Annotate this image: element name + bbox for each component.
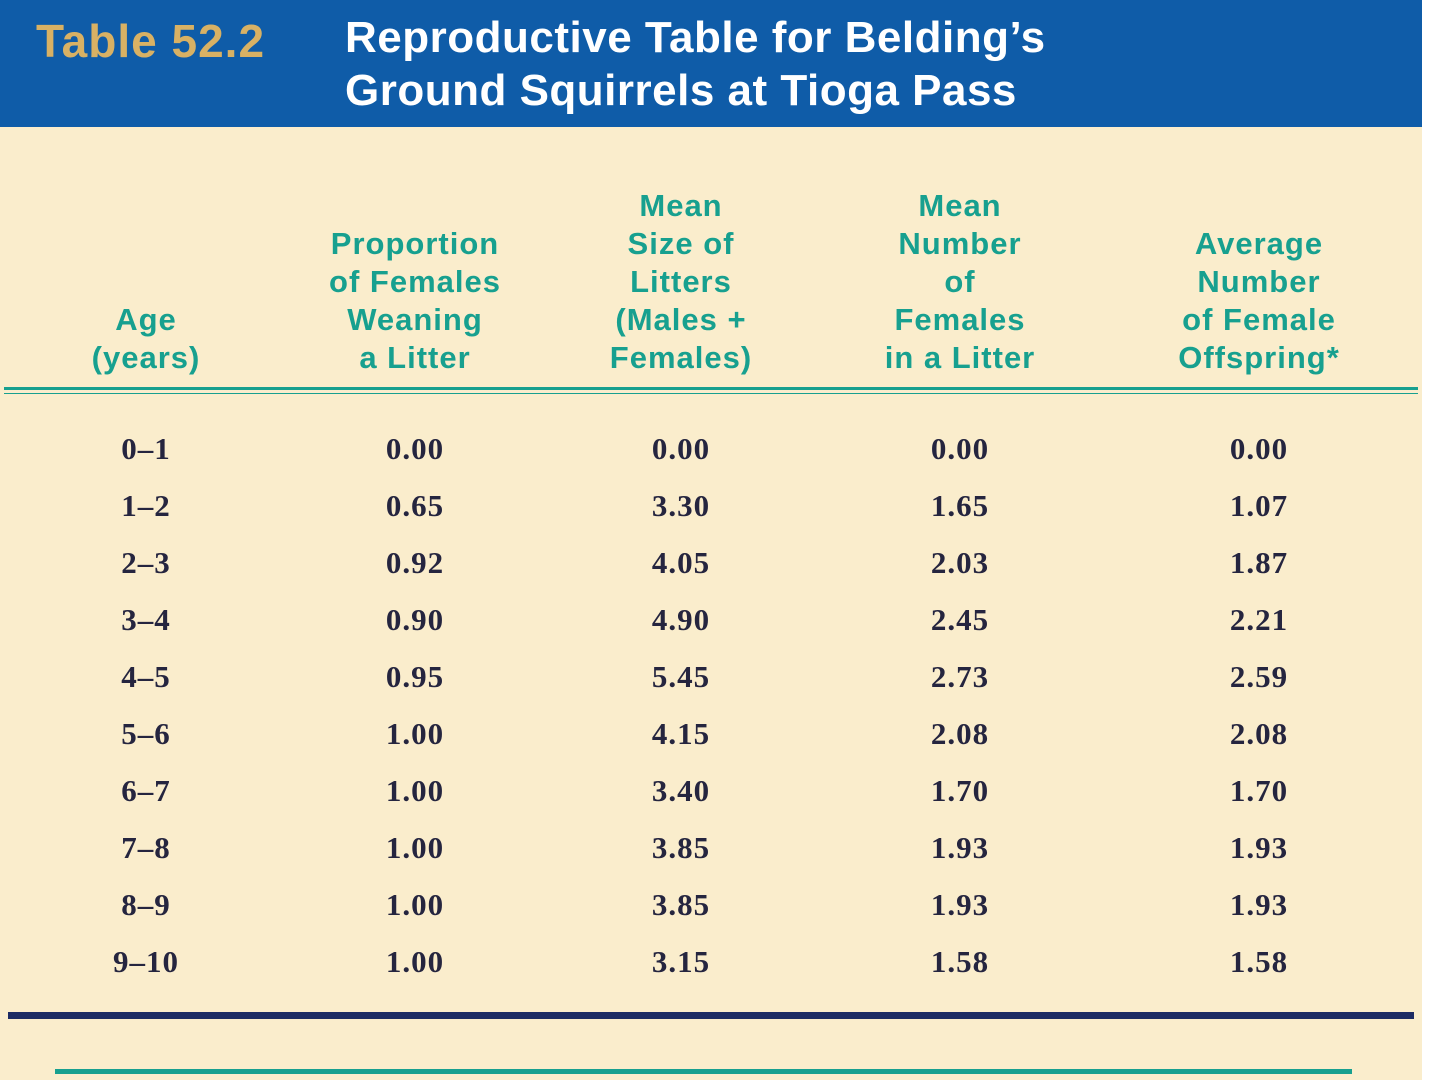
table-row: 2–3 0.92 4.05 2.03 1.87 bbox=[0, 534, 1422, 591]
table-cell: 4.15 bbox=[651, 715, 711, 751]
table-cell: 1.93 bbox=[1229, 829, 1289, 865]
table-cell: 1.00 bbox=[385, 886, 445, 922]
table-row: 9–10 1.00 3.15 1.58 1.58 bbox=[0, 933, 1422, 990]
table-cell: 1.58 bbox=[1229, 943, 1289, 979]
table-cell: 0.95 bbox=[385, 658, 445, 694]
table-cell: 8–9 bbox=[121, 886, 171, 922]
table-cell: 0.92 bbox=[385, 544, 445, 580]
table-cell: 3.40 bbox=[651, 772, 711, 808]
table-cell: 4.05 bbox=[651, 544, 711, 580]
table-cell: 1.70 bbox=[1229, 772, 1289, 808]
table-cell: 2.03 bbox=[930, 544, 990, 580]
table-cell: 1.93 bbox=[930, 886, 990, 922]
table-cell: 1.58 bbox=[930, 943, 990, 979]
column-header-row: Age (years) Proportion of Females Weanin… bbox=[0, 127, 1422, 387]
table-cell: 2.08 bbox=[930, 715, 990, 751]
table-cell: 3.15 bbox=[651, 943, 711, 979]
table-cell: 0.00 bbox=[930, 430, 990, 466]
table-cell: 0–1 bbox=[121, 430, 171, 466]
footnote-divider bbox=[55, 1069, 1352, 1074]
column-header-mean-litter-size: Mean Size of Litters (Males + Females) bbox=[609, 188, 753, 375]
table-cell: 2.21 bbox=[1229, 601, 1289, 637]
table-row: 7–8 1.00 3.85 1.93 1.93 bbox=[0, 819, 1422, 876]
right-page-margin bbox=[1422, 0, 1440, 1080]
table-cell: 3.85 bbox=[651, 829, 711, 865]
table-cell: 3.30 bbox=[651, 487, 711, 523]
table-cell: 6–7 bbox=[121, 772, 171, 808]
table-cell: 2.45 bbox=[930, 601, 990, 637]
table-cell: 0.00 bbox=[385, 430, 445, 466]
table-cell: 1.87 bbox=[1229, 544, 1289, 580]
table-row: 4–5 0.95 5.45 2.73 2.59 bbox=[0, 648, 1422, 705]
table-row: 3–4 0.90 4.90 2.45 2.21 bbox=[0, 591, 1422, 648]
table-cell: 2.08 bbox=[1229, 715, 1289, 751]
table-cell: 5–6 bbox=[121, 715, 171, 751]
table-cell: 1–2 bbox=[121, 487, 171, 523]
table-row: 0–1 0.00 0.00 0.00 0.00 bbox=[0, 420, 1422, 477]
column-header-mean-females: Mean Number of Females in a Litter bbox=[884, 188, 1036, 375]
column-header-age: Age (years) bbox=[91, 302, 201, 375]
table-cell: 0.65 bbox=[385, 487, 445, 523]
table-row: 8–9 1.00 3.85 1.93 1.93 bbox=[0, 876, 1422, 933]
table-cell: 1.93 bbox=[930, 829, 990, 865]
table-cell: 4–5 bbox=[121, 658, 171, 694]
table-cell: 1.07 bbox=[1229, 487, 1289, 523]
table-cell: 0.00 bbox=[1229, 430, 1289, 466]
table-cell: 7–8 bbox=[121, 829, 171, 865]
header-rule-thick bbox=[4, 387, 1418, 390]
table-cell: 0.00 bbox=[651, 430, 711, 466]
table-cell: 1.65 bbox=[930, 487, 990, 523]
table-cell: 9–10 bbox=[113, 943, 179, 979]
column-header-avg-female-offspring: Average Number of Female Offspring* bbox=[1178, 226, 1340, 375]
table-cell: 2.59 bbox=[1229, 658, 1289, 694]
column-header-proportion-weaning: Proportion of Females Weaning a Litter bbox=[329, 226, 501, 375]
table-cell: 3.85 bbox=[651, 886, 711, 922]
table-cell: 2–3 bbox=[121, 544, 171, 580]
table-body: 0–1 0.00 0.00 0.00 0.00 1–2 0.65 3.30 1.65 1.07 2–… bbox=[0, 394, 1422, 990]
header-rule-thin bbox=[4, 393, 1418, 394]
table-cell: 1.00 bbox=[385, 772, 445, 808]
table-cell: 1.70 bbox=[930, 772, 990, 808]
table-cell: 0.90 bbox=[385, 601, 445, 637]
table-cell: 1.93 bbox=[1229, 886, 1289, 922]
table-cell: 1.00 bbox=[385, 943, 445, 979]
table-cell: 3–4 bbox=[121, 601, 171, 637]
table-row: 1–2 0.65 3.30 1.65 1.07 bbox=[0, 477, 1422, 534]
table-cell: 4.90 bbox=[651, 601, 711, 637]
table-cell: 1.00 bbox=[385, 715, 445, 751]
table-row: 5–6 1.00 4.15 2.08 2.08 bbox=[0, 705, 1422, 762]
bottom-rule bbox=[8, 1012, 1414, 1019]
table-row: 6–7 1.00 3.40 1.70 1.70 bbox=[0, 762, 1422, 819]
table-cell: 2.73 bbox=[930, 658, 990, 694]
table-title: Reproductive Table for Belding’s Ground … bbox=[345, 13, 1046, 115]
table-header-bar: Table 52.2 Reproductive Table for Beldin… bbox=[0, 0, 1422, 127]
table-cell: 1.00 bbox=[385, 829, 445, 865]
table-cell: 5.45 bbox=[651, 658, 711, 694]
table-number-label: Table 52.2 bbox=[36, 15, 266, 67]
